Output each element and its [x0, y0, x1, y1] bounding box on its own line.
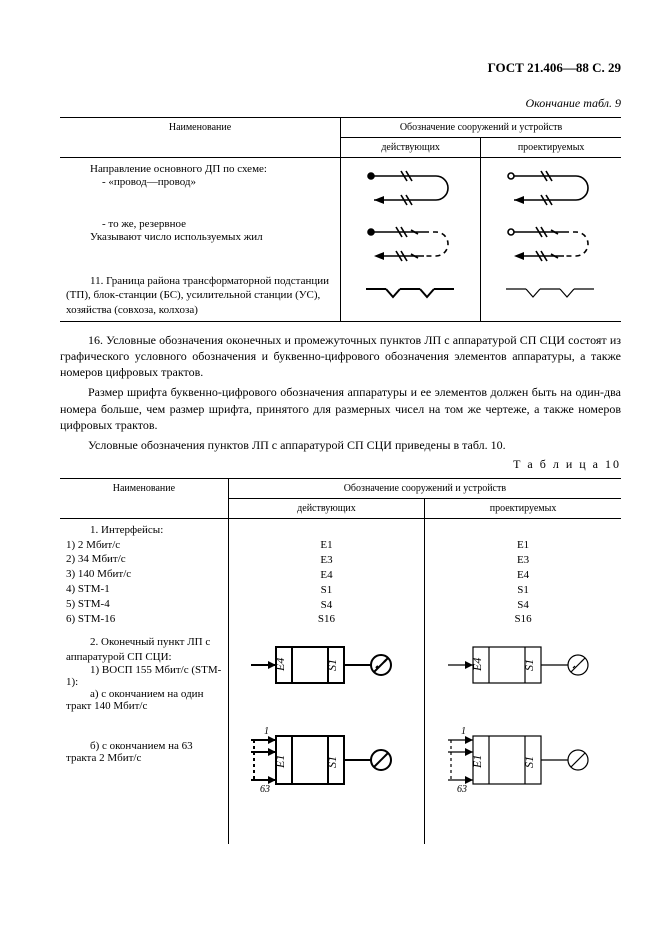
row-sub: - «провод—провод»: [102, 176, 334, 188]
svg-text:63: 63: [260, 784, 270, 795]
table-row: 1. Интерфейсы: 1) 2 Мбит/с 2) 34 Мбит/с …: [60, 519, 621, 632]
code: S4: [235, 598, 418, 613]
row-sub: 1) ВОСП 155 Мбит/с (STM-1):: [66, 664, 222, 688]
boundary-vv-thin-icon: [496, 274, 606, 304]
symbol-cell: [481, 158, 621, 215]
svg-text:S1: S1: [325, 659, 339, 671]
stm1-e1-63-block-thick-icon: 1 63: [246, 720, 406, 800]
th-name: Наименование: [60, 118, 341, 158]
loop-wire-solid-icon: [356, 162, 466, 210]
symbol-cell: [341, 270, 481, 321]
svg-text:S1: S1: [522, 756, 536, 768]
table-row: Направление основного ДП по схеме: - «пр…: [60, 158, 621, 215]
code: E3: [431, 553, 615, 568]
svg-text:E4: E4: [470, 658, 484, 672]
svg-text:E1: E1: [273, 755, 287, 769]
table-9: Наименование Обозначение сооружений и ус…: [60, 117, 621, 322]
svg-text:63: 63: [457, 784, 467, 795]
paragraph: Размер шрифта буквенно-цифрового обознач…: [60, 384, 621, 433]
row-title: 2. Оконечный пункт ЛП с аппаратурой СП С…: [66, 635, 222, 664]
row-title: 11. Граница района трансформаторной подс…: [66, 274, 334, 317]
code: S1: [431, 583, 615, 598]
code: E1: [431, 538, 615, 553]
table-10: Наименование Обозначение сооружений и ус…: [60, 478, 621, 844]
table-row: б) с окончанием на 63 тракта 2 Мбит/с 1: [60, 716, 621, 804]
loop-wire-open-icon: [496, 162, 606, 210]
symbol-cell: E4 S1: [425, 631, 621, 716]
list-item: 6) STM-16: [66, 612, 222, 627]
stm1-e4-block-thin-icon: E4 S1: [443, 635, 603, 695]
symbol-cell: E4 S1: [228, 631, 424, 716]
symbol-cell: 1 63 E1 S1: [425, 716, 621, 804]
list-item: 3) 140 Мбит/с: [66, 567, 222, 582]
code: E4: [431, 568, 615, 583]
stm1-e4-block-thick-icon: E4 S1: [246, 635, 406, 695]
code: S1: [235, 583, 418, 598]
th-col-existing: действующих: [341, 138, 481, 158]
th-group: Обозначение сооружений и устройств: [228, 479, 621, 499]
list-item: 5) STM-4: [66, 597, 222, 612]
code: S16: [431, 612, 615, 627]
th-group: Обозначение сооружений и устройств: [341, 118, 622, 138]
interface-codes: E1 E3 E4 S1 S4 S16: [431, 538, 615, 627]
list-item: 1) 2 Мбит/с: [66, 538, 222, 553]
loop-wire-reserve-solid-icon: [356, 218, 466, 266]
code: E1: [235, 538, 418, 553]
row-sub: б) с окончанием на 63 тракта 2 Мбит/с: [66, 740, 222, 764]
code: E3: [235, 553, 418, 568]
list-item: 2) 34 Мбит/с: [66, 552, 222, 567]
symbol-cell: [341, 158, 481, 215]
code: S16: [235, 612, 418, 627]
table-row: 11. Граница района трансформаторной подс…: [60, 270, 621, 321]
svg-text:E4: E4: [273, 658, 287, 672]
symbol-cell: [341, 214, 481, 270]
symbol-cell: [481, 214, 621, 270]
table-row: [60, 804, 621, 844]
row-sub: а) с окончанием на один тракт 140 Мбит/с: [66, 688, 222, 712]
row-title: Направление основного ДП по схеме:: [66, 162, 334, 176]
list-item: 4) STM-1: [66, 582, 222, 597]
symbol-cell: [481, 270, 621, 321]
table-row: - то же, резервное Указывают число испол…: [60, 214, 621, 270]
paragraph: 16. Условные обозначения оконечных и про…: [60, 332, 621, 381]
th-col-designed: проектируемых: [425, 499, 621, 519]
svg-text:E1: E1: [470, 755, 484, 769]
th-col-designed: проектируемых: [481, 138, 621, 158]
row-title: 1. Интерфейсы:: [66, 523, 222, 537]
boundary-vv-thick-icon: [356, 274, 466, 304]
code: E4: [235, 568, 418, 583]
th-name: Наименование: [60, 479, 228, 519]
table10-caption: Т а б л и ц а 10: [60, 457, 621, 472]
table9-caption: Окончание табл. 9: [60, 96, 621, 111]
code: S4: [431, 598, 615, 613]
row-sub: - то же, резервное: [102, 218, 334, 230]
svg-text:S1: S1: [325, 756, 339, 768]
loop-wire-reserve-open-icon: [496, 218, 606, 266]
table-row: 2. Оконечный пункт ЛП с аппаратурой СП С…: [60, 631, 621, 716]
interface-codes: E1 E3 E4 S1 S4 S16: [235, 538, 418, 627]
symbol-cell: 1 63: [228, 716, 424, 804]
row-note: Указывают число используемых жил: [66, 230, 334, 244]
paragraph: Условные обозначения пунктов ЛП с аппара…: [60, 437, 621, 453]
svg-text:S1: S1: [522, 659, 536, 671]
page-header: ГОСТ 21.406—88 С. 29: [60, 60, 621, 76]
svg-text:1: 1: [461, 726, 466, 737]
stm1-e1-63-block-thin-icon: 1 63 E1 S1: [443, 720, 603, 800]
svg-text:1: 1: [264, 726, 269, 737]
page: ГОСТ 21.406—88 С. 29 Окончание табл. 9 Н…: [0, 0, 661, 936]
th-col-existing: действующих: [228, 499, 424, 519]
interface-list: 1) 2 Мбит/с 2) 34 Мбит/с 3) 140 Мбит/с 4…: [66, 538, 222, 627]
